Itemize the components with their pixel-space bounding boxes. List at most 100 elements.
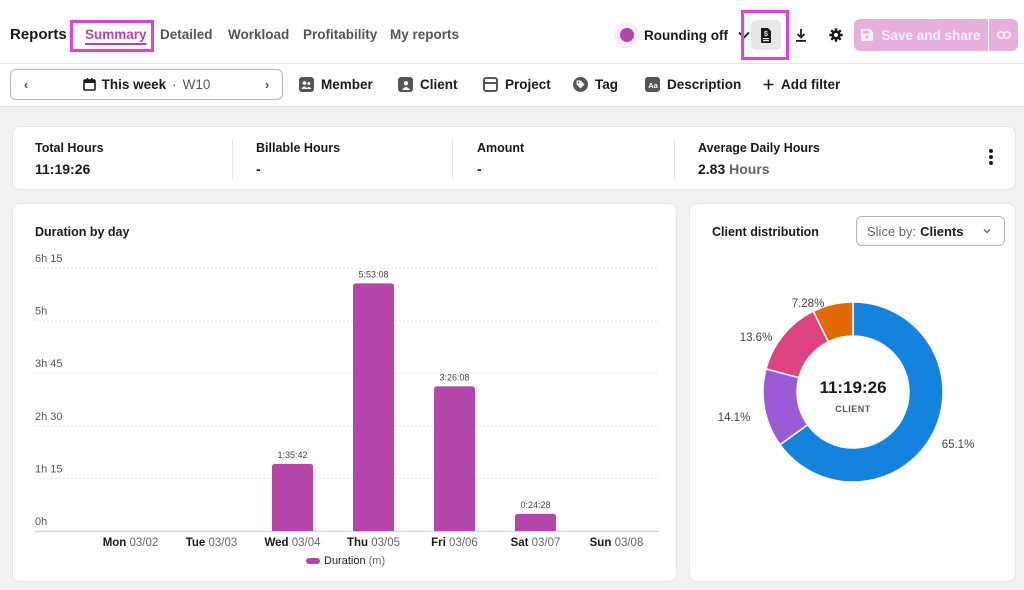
y-tick-label: 5h	[35, 306, 47, 318]
slice-percent-label: 13.6%	[740, 332, 773, 344]
bar-chart-title: Duration by day	[35, 225, 130, 239]
bar-data-label: 0:24:28	[520, 500, 550, 510]
donut-chart-title: Client distribution	[712, 225, 819, 239]
bar-data-label: 5:53:08	[358, 269, 388, 279]
save-and-share-button[interactable]: Save and share	[854, 19, 988, 51]
x-tick-label: Thu 03/05	[347, 537, 400, 549]
page-title: Reports	[10, 26, 67, 43]
bar	[272, 463, 313, 531]
slice-percent-label: 65.1%	[942, 439, 975, 451]
project-icon	[483, 77, 498, 92]
settings-button[interactable]	[825, 22, 847, 48]
y-tick-label: 3h 45	[35, 358, 63, 370]
stat-value-number: 2.83	[698, 161, 726, 177]
filter-client-label: Client	[420, 77, 458, 92]
duration-by-day-card: Duration by day 0h 1h 15 2h 30 3h 45 5h 6h 15…	[12, 203, 677, 582]
filter-project[interactable]: Project	[483, 77, 551, 92]
stat-value-number: -	[477, 161, 482, 177]
link-icon	[996, 31, 1011, 39]
date-range-label[interactable]: This week · W10	[41, 77, 252, 92]
tag-icon	[573, 77, 588, 92]
legend-label: Duration (m)	[324, 555, 385, 567]
rounding-status-dot	[620, 28, 634, 42]
stat-amount: Amount -	[477, 141, 524, 177]
revenue-report-button[interactable]: $	[751, 20, 781, 50]
tab-detailed[interactable]: Detailed	[160, 27, 213, 42]
stat-label: Total Hours	[35, 141, 104, 155]
rounding-label: Rounding off	[644, 27, 728, 43]
svg-text:$: $	[764, 31, 768, 38]
save-icon	[861, 29, 874, 41]
week-number: W10	[182, 77, 211, 92]
plus-icon	[763, 79, 774, 90]
slice-percent-label: 7.28%	[792, 298, 825, 310]
y-tick-label: 1h 15	[35, 463, 63, 475]
filter-tag[interactable]: Tag	[573, 77, 618, 92]
download-button[interactable]	[790, 22, 812, 48]
stat-value-number: 11:19:26	[35, 161, 91, 177]
stat-label: Billable Hours	[256, 141, 341, 155]
x-tick-label: Wed 03/04	[264, 537, 321, 549]
filter-member[interactable]: Member	[299, 77, 373, 92]
add-filter-label: Add filter	[781, 77, 841, 92]
date-separator: ·	[172, 77, 177, 92]
slice-by-value: Clients	[920, 223, 964, 239]
filter-project-label: Project	[505, 77, 551, 92]
filter-description[interactable]: Aa Description	[645, 77, 741, 92]
duration-bar-chart: 0h 1h 15 2h 30 3h 45 5h 6h 15 Mon 03/02 Tue 03/…	[35, 253, 659, 567]
legend-swatch	[306, 558, 320, 564]
filter-tag-label: Tag	[595, 77, 618, 92]
bar	[434, 386, 475, 531]
y-tick-label: 6h 15	[35, 253, 63, 265]
stat-unit: Hours	[729, 161, 770, 177]
copy-link-button[interactable]	[989, 19, 1018, 51]
x-tick-label: Fri 03/06	[431, 537, 478, 549]
donut-center-label: CLIENT	[835, 404, 871, 414]
stat-value: -	[477, 161, 524, 177]
bar-data-label: 1:35:42	[277, 450, 307, 460]
stat-total-hours: Total Hours 11:19:26	[35, 141, 104, 177]
stat-value: 11:19:26	[35, 161, 104, 177]
more-options-button[interactable]	[989, 149, 993, 165]
tab-workload[interactable]: Workload	[228, 27, 290, 42]
filter-member-label: Member	[321, 77, 373, 92]
member-icon	[299, 77, 314, 92]
chevron-down-icon	[738, 31, 750, 39]
stat-label: Amount	[477, 141, 525, 155]
tab-profitability[interactable]: Profitability	[303, 27, 378, 42]
slice-percent-label: 14.1%	[718, 412, 751, 424]
stat-value: -	[256, 161, 340, 177]
previous-week-button[interactable]: ‹	[23, 77, 29, 92]
rounding-dropdown[interactable]: Rounding off	[614, 22, 750, 48]
date-range-picker[interactable]: ‹ This week · W10 ›	[10, 69, 283, 100]
divider	[232, 139, 233, 179]
y-tick-label: 2h 30	[35, 411, 63, 423]
stat-average-daily-hours: Average Daily Hours 2.83 Hours	[698, 141, 820, 177]
tab-my-reports[interactable]: My reports	[390, 27, 460, 42]
top-bar: Reports Summary Detailed Workload Profit…	[0, 0, 1024, 64]
stat-label: Average Daily Hours	[698, 141, 820, 155]
svg-text:Aa: Aa	[648, 81, 658, 89]
filter-bar: ‹ This week · W10 › Member Client Projec…	[0, 64, 1024, 107]
stat-value: 2.83 Hours	[698, 161, 820, 177]
summary-card: Total Hours 11:19:26 Billable Hours - Am…	[12, 126, 1016, 190]
donut-center-total: 11:19:26	[819, 378, 886, 397]
description-icon: Aa	[645, 77, 660, 92]
client-icon	[398, 77, 413, 92]
client-donut-chart: 65.1% 14.1% 13.6% 7.28% 11:19:26 CLIENT	[718, 298, 975, 483]
donut-slice	[779, 301, 944, 483]
date-range-text: This week	[101, 77, 167, 92]
x-tick-label: Sun 03/08	[590, 537, 644, 549]
stat-value-number: -	[256, 161, 261, 177]
stat-billable-hours: Billable Hours -	[256, 141, 340, 177]
tab-summary[interactable]: Summary	[85, 27, 147, 42]
calendar-icon	[82, 78, 96, 91]
chevron-down-icon	[983, 229, 991, 234]
slice-by-dropdown[interactable]: Slice by: Clients	[856, 216, 1005, 246]
add-filter-button[interactable]: Add filter	[763, 77, 840, 92]
filter-client[interactable]: Client	[398, 77, 458, 92]
next-week-button[interactable]: ›	[264, 77, 270, 92]
bar-data-label: 3:26:08	[439, 372, 469, 382]
x-tick-label: Mon 03/02	[103, 537, 159, 549]
revenue-report-icon: $	[761, 27, 771, 43]
